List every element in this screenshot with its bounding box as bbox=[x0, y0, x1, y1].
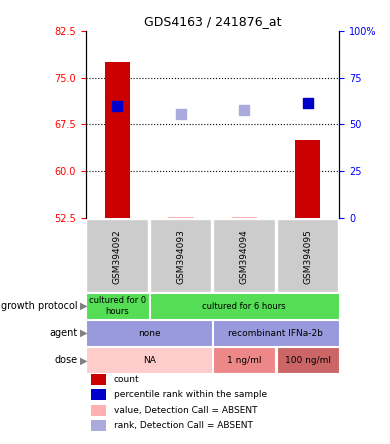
Text: NA: NA bbox=[143, 356, 156, 365]
Text: growth protocol: growth protocol bbox=[2, 301, 78, 311]
Text: GSM394092: GSM394092 bbox=[113, 229, 122, 284]
Text: ▶: ▶ bbox=[80, 328, 87, 338]
Point bbox=[178, 110, 184, 117]
Text: recombinant IFNa-2b: recombinant IFNa-2b bbox=[229, 329, 323, 338]
Bar bbox=[91, 389, 106, 400]
FancyBboxPatch shape bbox=[150, 218, 211, 292]
FancyBboxPatch shape bbox=[213, 218, 275, 292]
Point bbox=[114, 102, 121, 109]
Text: cultured for 6 hours: cultured for 6 hours bbox=[202, 301, 286, 311]
Bar bbox=[105, 62, 130, 218]
Title: GDS4163 / 241876_at: GDS4163 / 241876_at bbox=[144, 16, 281, 28]
FancyBboxPatch shape bbox=[87, 218, 148, 292]
FancyBboxPatch shape bbox=[213, 320, 339, 346]
FancyBboxPatch shape bbox=[150, 293, 339, 319]
Point bbox=[241, 107, 247, 114]
Text: dose: dose bbox=[55, 356, 78, 365]
FancyBboxPatch shape bbox=[277, 218, 338, 292]
FancyBboxPatch shape bbox=[87, 347, 212, 373]
FancyBboxPatch shape bbox=[213, 347, 275, 373]
Text: none: none bbox=[138, 329, 161, 338]
Text: GSM394094: GSM394094 bbox=[240, 229, 249, 284]
Text: value, Detection Call = ABSENT: value, Detection Call = ABSENT bbox=[114, 405, 257, 415]
Text: 1 ng/ml: 1 ng/ml bbox=[227, 356, 261, 365]
FancyBboxPatch shape bbox=[87, 320, 212, 346]
Text: GSM394093: GSM394093 bbox=[176, 229, 185, 284]
Bar bbox=[91, 374, 106, 385]
Text: agent: agent bbox=[50, 328, 78, 338]
Text: 100 ng/ml: 100 ng/ml bbox=[285, 356, 331, 365]
Text: GSM394095: GSM394095 bbox=[303, 229, 312, 284]
Bar bbox=[232, 217, 257, 218]
Bar bbox=[168, 217, 193, 218]
Bar bbox=[91, 404, 106, 416]
Text: ▶: ▶ bbox=[80, 356, 87, 365]
Text: percentile rank within the sample: percentile rank within the sample bbox=[114, 390, 267, 399]
Point bbox=[305, 99, 311, 106]
FancyBboxPatch shape bbox=[277, 347, 339, 373]
Text: cultured for 0
hours: cultured for 0 hours bbox=[89, 297, 146, 316]
Bar bbox=[295, 140, 320, 218]
Bar bbox=[91, 420, 106, 431]
Text: count: count bbox=[114, 375, 139, 384]
Text: rank, Detection Call = ABSENT: rank, Detection Call = ABSENT bbox=[114, 421, 253, 430]
FancyBboxPatch shape bbox=[87, 293, 149, 319]
Text: ▶: ▶ bbox=[80, 301, 87, 311]
